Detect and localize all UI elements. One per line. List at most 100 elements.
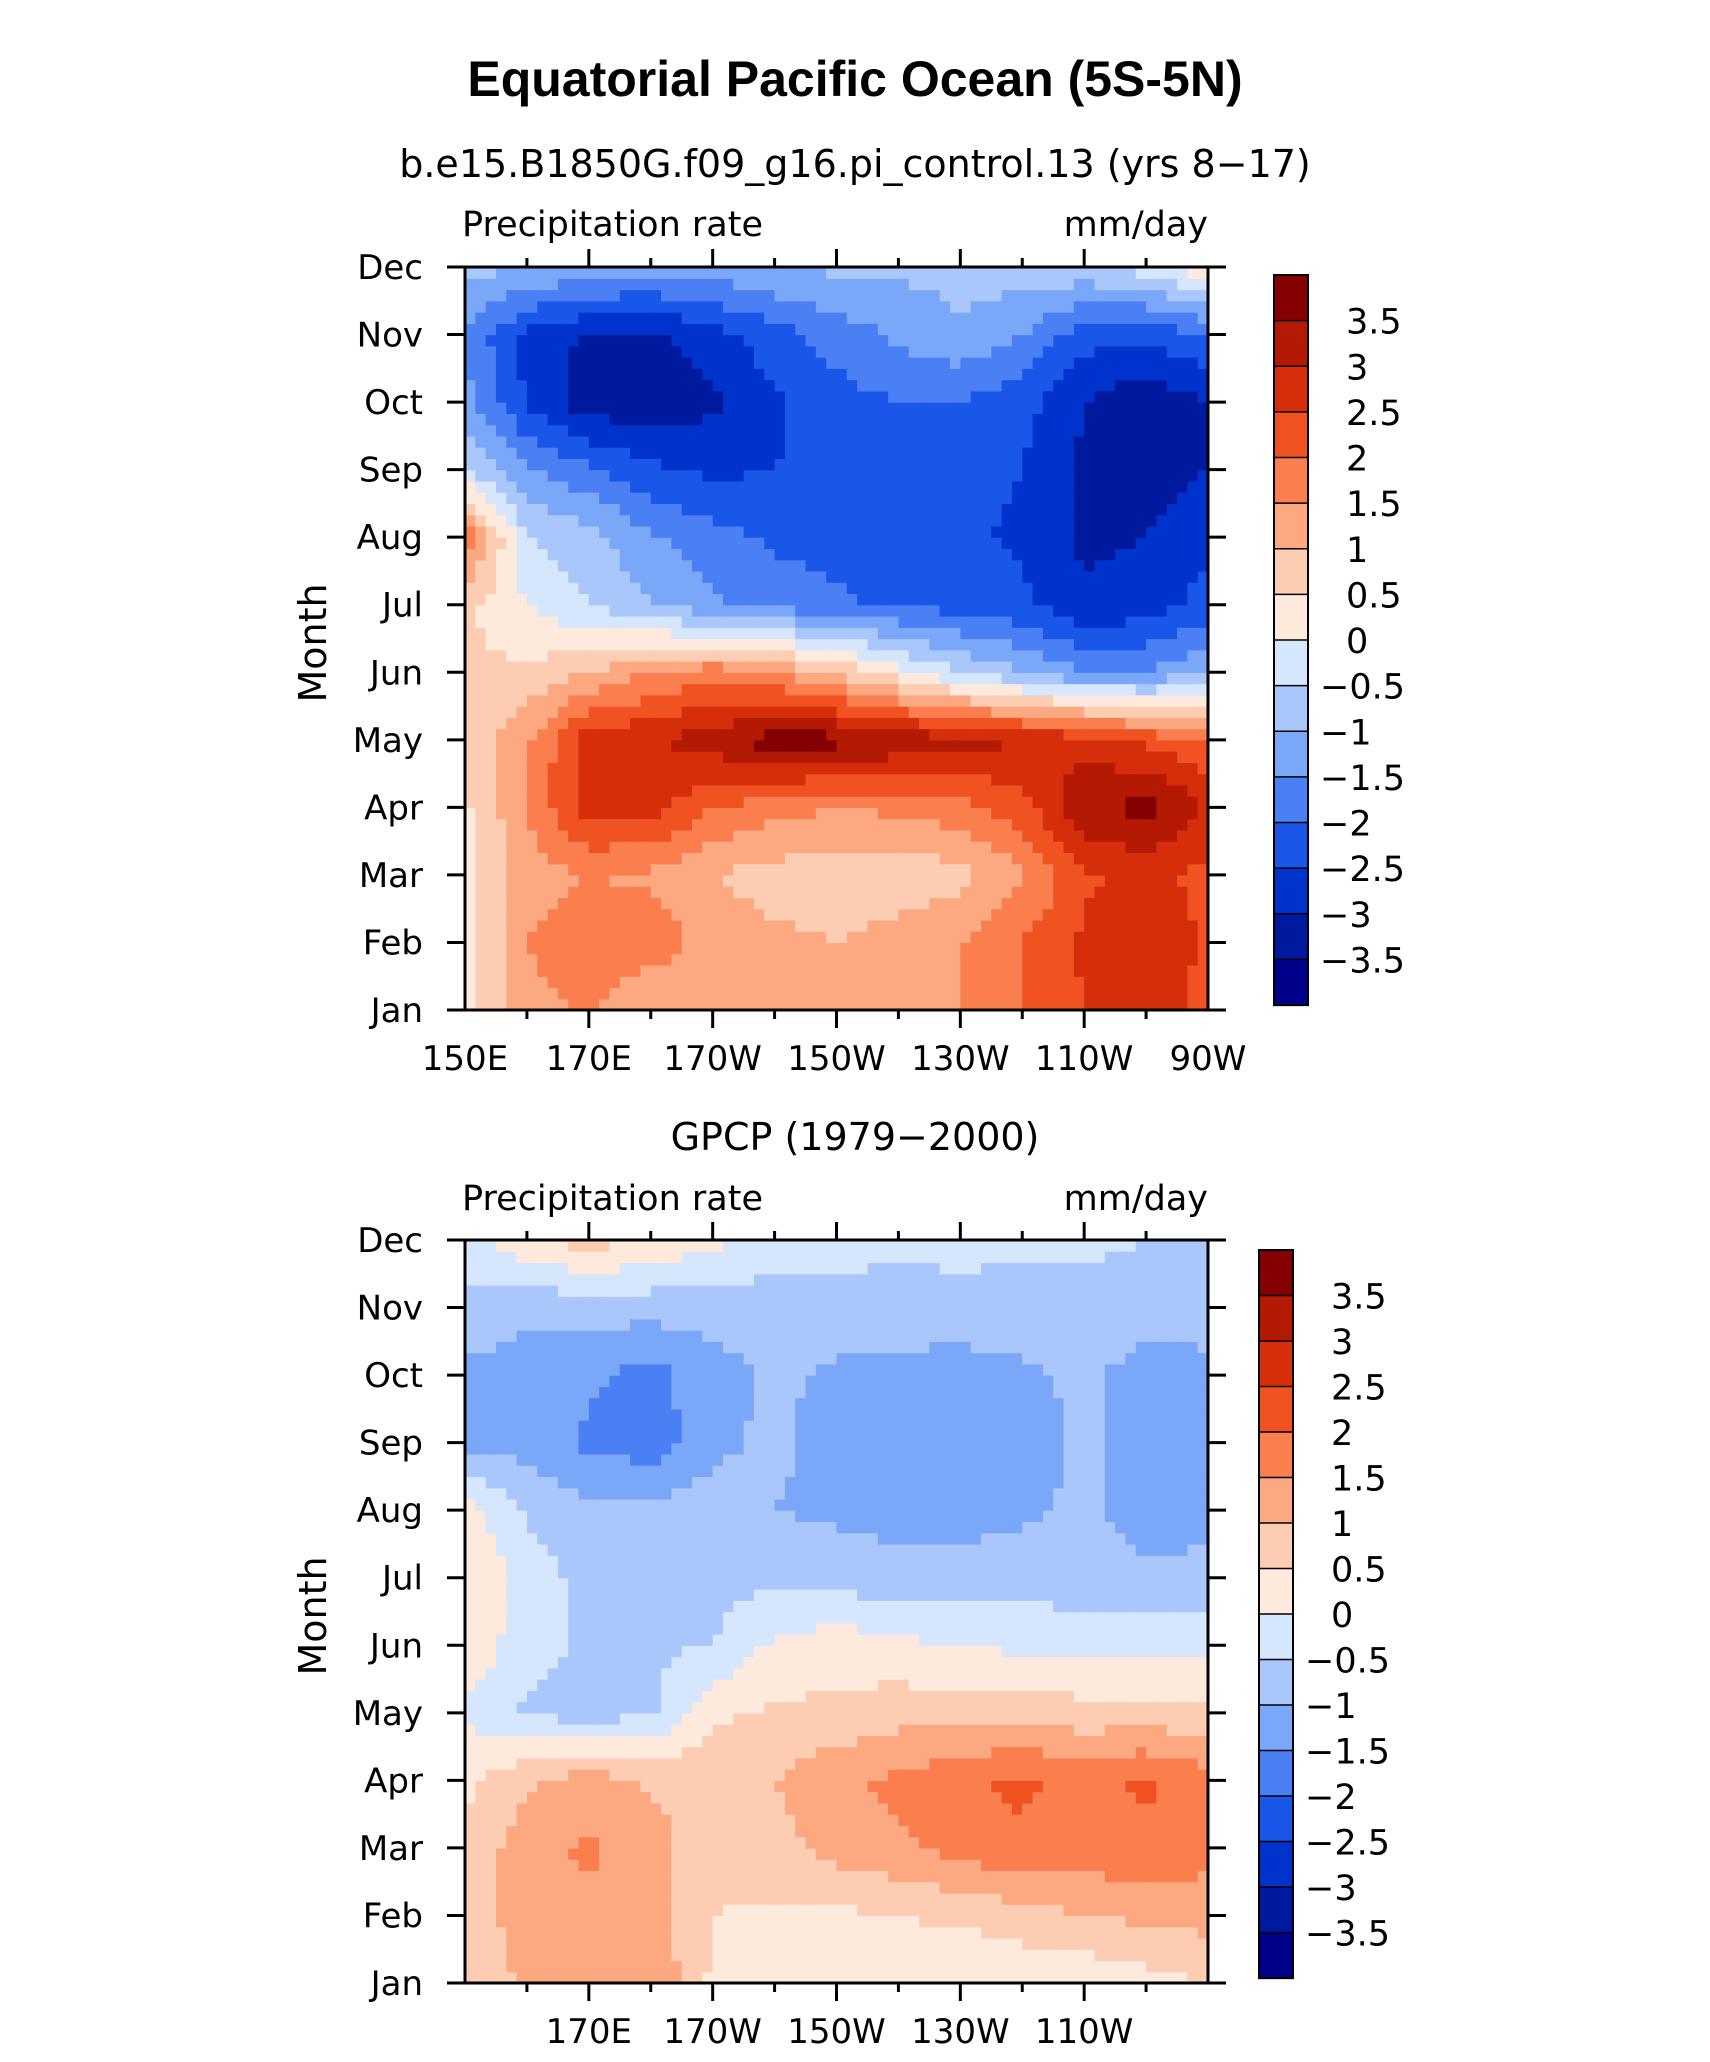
colorbar-box xyxy=(1273,821,1309,870)
heatmap-cell xyxy=(671,807,683,820)
heatmap-cell xyxy=(1135,706,1147,718)
heatmap-cell xyxy=(702,537,714,550)
heatmap-cell xyxy=(919,683,930,696)
heatmap-cell xyxy=(557,278,569,291)
heatmap-cell xyxy=(826,345,838,358)
heatmap-cell xyxy=(743,570,755,583)
heatmap-cell xyxy=(1063,447,1075,459)
heatmap-cell xyxy=(1177,852,1188,865)
heatmap-cell xyxy=(465,863,476,876)
heatmap-cell xyxy=(681,323,693,336)
heatmap-cell xyxy=(722,267,734,279)
heatmap-cell xyxy=(661,604,672,617)
heatmap-cell xyxy=(877,345,889,358)
heatmap-cell xyxy=(1166,649,1178,662)
heatmap-cell xyxy=(661,796,672,808)
heatmap-cell xyxy=(1042,559,1054,572)
heatmap-cell xyxy=(1084,525,1096,538)
heatmap-cell xyxy=(867,942,879,955)
heatmap-cell xyxy=(537,582,549,595)
heatmap-cell xyxy=(640,582,652,595)
heatmap-cell xyxy=(826,683,838,696)
heatmap-cell xyxy=(1042,863,1054,876)
heatmap-cell xyxy=(1146,548,1157,561)
heatmap-cell xyxy=(1001,537,1013,550)
heatmap-cell xyxy=(568,661,580,673)
heatmap-cell xyxy=(970,931,982,944)
heatmap-cell xyxy=(1166,672,1178,685)
heatmap-cell xyxy=(919,447,930,459)
heatmap-cell xyxy=(867,649,879,662)
heatmap-cell xyxy=(1115,334,1127,347)
heatmap-cell xyxy=(805,694,817,707)
heatmap-cell xyxy=(712,458,724,471)
heatmap-cell xyxy=(557,829,569,842)
heatmap-cell xyxy=(805,615,817,628)
heatmap-cell xyxy=(506,908,518,921)
heatmap-cell xyxy=(609,807,621,820)
heatmap-cell xyxy=(619,323,631,336)
heatmap-cell xyxy=(1032,368,1044,381)
heatmap-cell xyxy=(475,683,487,696)
heatmap-cell xyxy=(1094,897,1106,910)
heatmap-cell xyxy=(764,661,776,673)
heatmap-cell xyxy=(1032,807,1044,820)
heatmap-cell xyxy=(939,694,951,707)
heatmap-cell xyxy=(1166,559,1178,572)
heatmap-cell xyxy=(1156,537,1168,550)
heatmap-cell xyxy=(547,537,559,550)
heatmap-cell xyxy=(950,717,961,730)
heatmap-cell xyxy=(568,874,580,887)
heatmap-cell xyxy=(671,357,683,369)
heatmap-cell xyxy=(1073,289,1085,302)
heatmap-cell xyxy=(815,886,827,899)
heatmap-cell xyxy=(506,278,518,291)
heatmap-cell xyxy=(733,841,745,853)
heatmap-cell xyxy=(857,525,869,538)
heatmap-cell xyxy=(1166,267,1178,279)
heatmap-cell xyxy=(599,368,611,381)
heatmap-cell xyxy=(1115,964,1127,977)
heatmap-cell xyxy=(671,683,683,696)
heatmap-cell xyxy=(1135,886,1147,899)
heatmap-cell xyxy=(1156,447,1168,459)
heatmap-cell xyxy=(692,469,703,482)
heatmap-cell xyxy=(1094,998,1106,1011)
heatmap-cell xyxy=(495,874,507,887)
heatmap-cell xyxy=(1084,897,1096,910)
heatmap-cell xyxy=(753,886,765,899)
heatmap-cell xyxy=(774,447,786,459)
heatmap-cell xyxy=(1042,548,1054,561)
heatmap-cell xyxy=(619,897,631,910)
heatmap-cell xyxy=(836,874,848,887)
heatmap-cell xyxy=(764,345,776,358)
heatmap-cell xyxy=(753,841,765,853)
heatmap-cell xyxy=(516,582,528,595)
heatmap-cell xyxy=(991,751,1003,763)
heatmap-cell xyxy=(661,841,672,853)
heatmap-cell xyxy=(980,706,992,718)
heatmap-cell xyxy=(1125,402,1137,414)
heatmap-cell xyxy=(805,379,817,392)
heatmap-cell xyxy=(1125,897,1137,910)
heatmap-cell xyxy=(1187,964,1199,977)
heatmap-cell xyxy=(960,379,972,392)
heatmap-cell xyxy=(692,976,703,989)
heatmap-cell xyxy=(537,480,549,493)
heatmap-cell xyxy=(1197,469,1209,482)
heatmap-cell xyxy=(609,897,621,910)
heatmap-cell xyxy=(857,807,869,820)
heatmap-cell xyxy=(537,773,549,786)
heatmap-cell xyxy=(764,379,776,392)
heatmap-cell xyxy=(1032,424,1044,437)
heatmap-cell xyxy=(702,784,714,797)
right-label-top: mm/day xyxy=(1064,205,1208,245)
heatmap-cell xyxy=(495,435,507,448)
heatmap-cell xyxy=(1187,998,1199,1011)
heatmap-cell xyxy=(980,829,992,842)
heatmap-cell xyxy=(1063,886,1075,899)
heatmap-cell xyxy=(815,829,827,842)
heatmap-cell xyxy=(650,976,662,989)
heatmap-cell xyxy=(929,458,941,471)
heatmap-cell xyxy=(599,829,611,842)
